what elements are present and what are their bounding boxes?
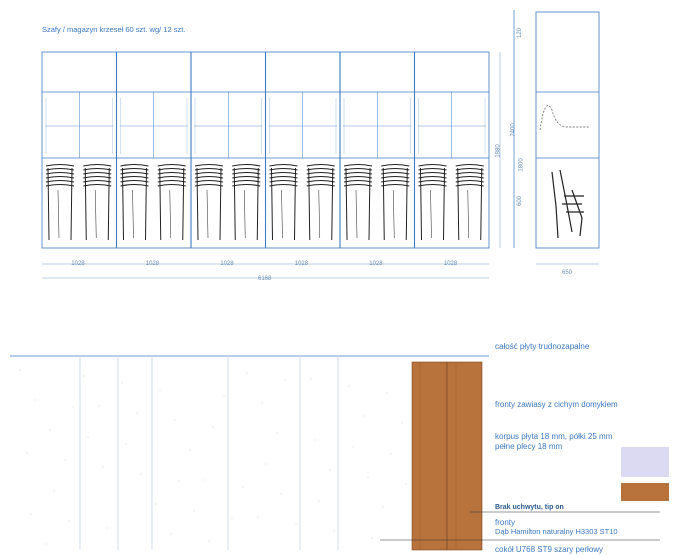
module-width-label: 1028 bbox=[443, 261, 458, 267]
chair-stack bbox=[194, 163, 224, 241]
chair-stack bbox=[157, 163, 186, 241]
module-width-label: 1028 bbox=[369, 261, 383, 267]
chair-stack bbox=[45, 163, 75, 241]
chair-stack bbox=[306, 163, 335, 241]
front-height-label: 1880 bbox=[495, 144, 502, 158]
chair-stack bbox=[343, 163, 373, 241]
chair-stacks bbox=[45, 163, 484, 241]
drawing-title: Szafy / magazyn krzeseł 60 szt. wg/ 12 s… bbox=[42, 25, 186, 34]
chair-stack bbox=[120, 163, 149, 241]
corpus-note-line2: pełne plecy 18 mm bbox=[495, 442, 563, 451]
side-view-outline bbox=[535, 11, 600, 249]
side-dim-label-4: 600 bbox=[517, 195, 524, 207]
chair-stack bbox=[381, 163, 410, 241]
door-swing-sketch bbox=[539, 105, 590, 131]
side-chair-stack bbox=[551, 169, 584, 239]
plinth-note: cokół U768 ST9 szary perłowy bbox=[495, 545, 604, 554]
fronts-finish: Dąb Hamilton naturalny H3303 ST10 bbox=[495, 527, 618, 536]
lower-panels bbox=[19, 356, 407, 550]
chair-stack bbox=[455, 163, 484, 241]
fronts-note: fronty zawiasy z cichym domykiem bbox=[495, 400, 618, 409]
lavender-swatch bbox=[621, 447, 669, 477]
chair-stack bbox=[83, 163, 112, 241]
cabinet-modules bbox=[45, 52, 486, 248]
module-width-label: 1028 bbox=[145, 261, 160, 267]
module-width-label: 1028 bbox=[294, 261, 309, 267]
side-depth-label: 650 bbox=[562, 270, 573, 276]
total-width-label: 6168 bbox=[258, 276, 272, 282]
module-width-label: 1028 bbox=[220, 261, 234, 267]
oak-swatch bbox=[621, 483, 669, 501]
lock-note: Brak uchwytu, tip on bbox=[495, 504, 564, 511]
legend-heading: całość płyty trudnozapalne bbox=[495, 342, 590, 351]
side-dim-label-1: 120 bbox=[517, 27, 524, 39]
module-width-label: 1028 bbox=[71, 261, 85, 267]
chair-stack bbox=[418, 163, 447, 241]
fronts-label: fronty bbox=[495, 518, 516, 527]
chair-stack bbox=[269, 163, 298, 241]
side-dim-label-3: 1800 bbox=[518, 158, 525, 172]
corpus-note-line1: korpus płyta 18 mm, półki 25 mm bbox=[495, 432, 613, 441]
side-dim-label-2: 2400 bbox=[510, 123, 517, 137]
chair-stack bbox=[232, 163, 261, 241]
